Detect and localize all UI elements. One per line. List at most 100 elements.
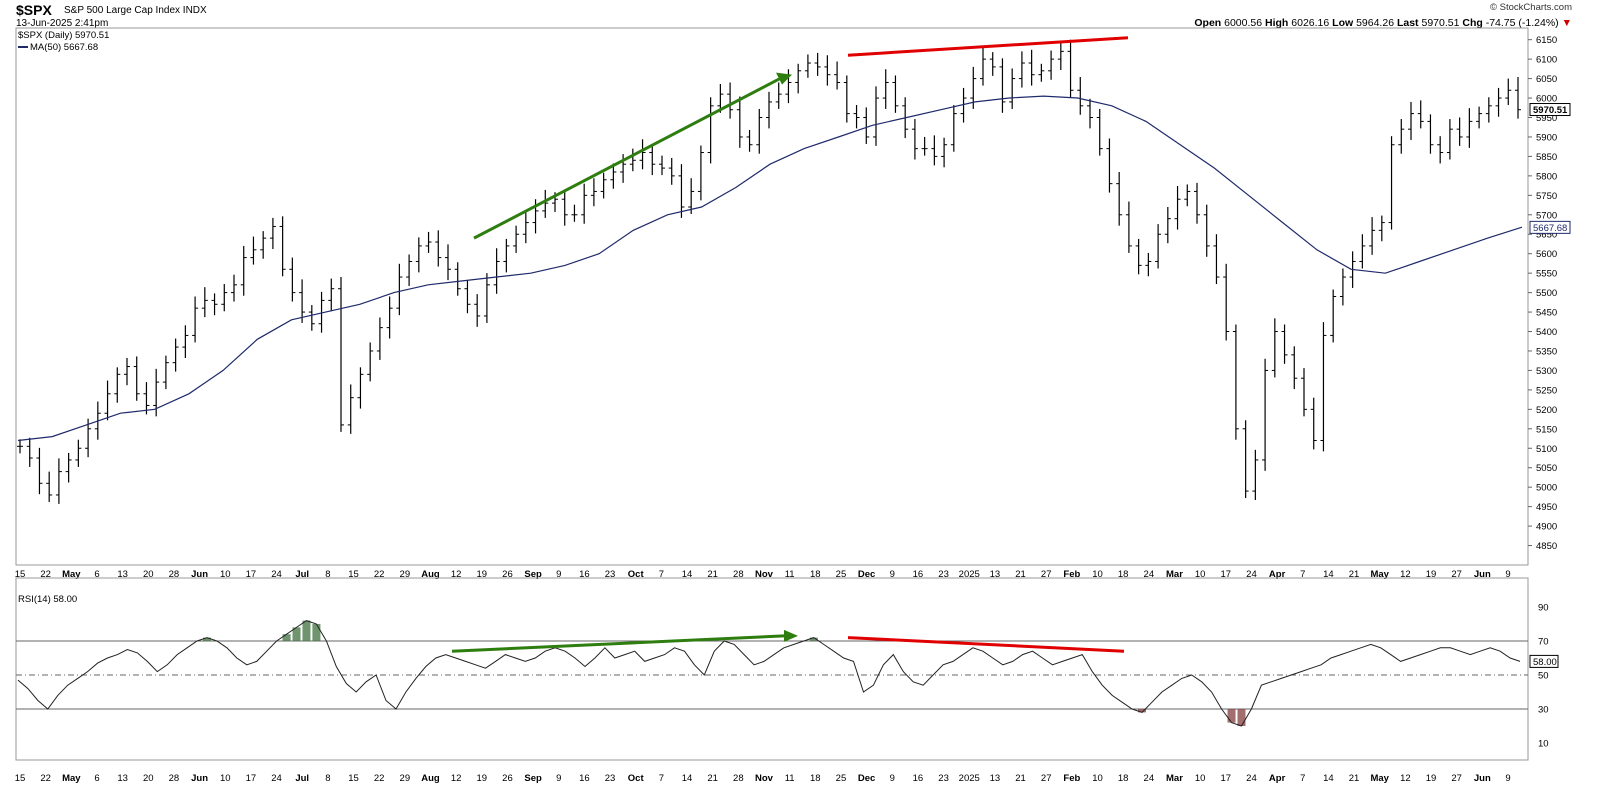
rsi-x-tick-label: May <box>1370 773 1389 784</box>
rsi-x-tick-label: 17 <box>1221 773 1232 784</box>
price-x-tick-label: 24 <box>1246 569 1257 580</box>
price-x-tick-label: 18 <box>810 569 821 580</box>
ticker-symbol: $SPX <box>16 2 52 18</box>
bull-arrow-head <box>776 72 792 85</box>
price-y-tick-label: 5300 <box>1536 366 1557 377</box>
price-x-tick-label: 6 <box>94 569 99 580</box>
rsi-x-tick-label: 27 <box>1451 773 1462 784</box>
chart-date: 13-Jun-2025 2:41pm <box>16 18 109 29</box>
price-x-tick-label: 23 <box>605 569 616 580</box>
price-y-tick-label: 6050 <box>1536 74 1557 85</box>
rsi-bull-trend-arrow <box>451 634 785 653</box>
price-x-tick-label: Sep <box>524 569 542 580</box>
rsi-y-tick-label: 90 <box>1538 603 1549 614</box>
watermark: © StockCharts.com <box>1490 2 1572 13</box>
price-y-tick-label: 5500 <box>1536 288 1557 299</box>
low-value: 5964.26 <box>1356 17 1395 29</box>
price-y-tick-label: 5700 <box>1536 210 1557 221</box>
price-y-tick-label: 5650 <box>1536 230 1557 241</box>
price-x-tick-label: 15 <box>15 569 26 580</box>
ma-last-box <box>1529 220 1571 234</box>
price-x-tick-label: 17 <box>246 569 257 580</box>
rsi-overbought-fill <box>312 624 321 641</box>
rsi-x-tick-label: 12 <box>451 773 462 784</box>
price-x-tick-label: 28 <box>169 569 180 580</box>
price-x-tick-label: Aug <box>421 569 440 580</box>
price-y-tick-label: 5150 <box>1536 424 1557 435</box>
price-x-tick-label: 22 <box>40 569 51 580</box>
bull-trend-arrow <box>473 77 781 240</box>
price-x-tick-label: Jun <box>1474 569 1491 580</box>
price-y-tick-label: 6100 <box>1536 55 1557 66</box>
rsi-x-tick-label: 24 <box>1144 773 1155 784</box>
down-triangle-icon: ▼ <box>1561 17 1572 29</box>
price-x-tick-label: 24 <box>271 569 282 580</box>
rsi-x-tick-label: May <box>62 773 81 784</box>
price-x-tick-label: 7 <box>1300 569 1305 580</box>
price-x-tick-label: 27 <box>1041 569 1052 580</box>
rsi-frame <box>15 577 1529 761</box>
rsi-x-tick-label: 23 <box>605 773 616 784</box>
ticker-name: S&P 500 Large Cap Index <box>64 5 181 16</box>
price-x-tick-label: Feb <box>1063 569 1080 580</box>
price-x-tick-label: 16 <box>913 569 924 580</box>
price-x-tick-label: 8 <box>325 569 330 580</box>
rsi-x-tick-label: 2025 <box>959 773 980 784</box>
rsi-legend-text: RSI(14) 58.00 <box>18 594 78 605</box>
rsi-x-tick-label: 8 <box>325 773 330 784</box>
ma-swatch <box>18 46 28 49</box>
price-y-tick-label: 5850 <box>1536 152 1557 163</box>
rsi-overbought-fill <box>292 627 301 641</box>
rsi-x-tick-label: 21 <box>707 773 718 784</box>
price-y-tick-label: 5750 <box>1536 191 1557 202</box>
rsi-x-tick-label: 21 <box>1015 773 1026 784</box>
rsi-x-tick-label: 15 <box>15 773 26 784</box>
rsi-x-tick-label: 23 <box>938 773 949 784</box>
price-x-tick-label: 9 <box>1505 569 1510 580</box>
rsi-x-tick-label: 21 <box>1349 773 1360 784</box>
rsi-x-tick-label: Aug <box>421 773 440 784</box>
rsi-x-tick-label: 25 <box>836 773 847 784</box>
price-legend: $SPX (Daily) 5970.51 <box>18 30 109 41</box>
price-y-tick-label: 5100 <box>1536 444 1557 455</box>
price-x-tick-label: 27 <box>1451 569 1462 580</box>
price-x-tick-label: 22 <box>374 569 385 580</box>
price-x-tick-label: 17 <box>1221 569 1232 580</box>
resistance-trend-line <box>847 36 1129 57</box>
rsi-bull-arrow-head <box>784 629 798 642</box>
price-x-tick-label: 15 <box>348 569 359 580</box>
rsi-x-tick-label: 19 <box>1426 773 1437 784</box>
price-x-tick-label: Jun <box>191 569 208 580</box>
price-y-tick-label: 5050 <box>1536 463 1557 474</box>
rsi-x-tick-label: 10 <box>220 773 231 784</box>
price-x-tick-label: 26 <box>502 569 513 580</box>
price-x-tick-label: May <box>62 569 81 580</box>
price-y-tick-label: 5400 <box>1536 327 1557 338</box>
price-x-tick-label: 13 <box>990 569 1001 580</box>
price-y-tick-label: 4900 <box>1536 522 1557 533</box>
ohlc-readout: Open 6000.56 High 6026.16 Low 5964.26 La… <box>1194 17 1572 29</box>
rsi-last-label: 58.00 <box>1533 657 1557 668</box>
rsi-x-tick-label: 16 <box>913 773 924 784</box>
price-x-tick-label: 16 <box>579 569 590 580</box>
chg-value: -74.75 (-1.24%) <box>1485 17 1559 29</box>
rsi-x-tick-label: 26 <box>502 773 513 784</box>
price-legend-text: $SPX (Daily) 5970.51 <box>18 30 110 41</box>
price-x-tick-label: 20 <box>143 569 154 580</box>
price-x-tick-label: 10 <box>1195 569 1206 580</box>
ma-legend-text: MA(50) 5667.68 <box>30 42 99 53</box>
rsi-x-tick-label: Mar <box>1166 773 1183 784</box>
rsi-x-tick-label: 19 <box>477 773 488 784</box>
price-y-tick-label: 5250 <box>1536 385 1557 396</box>
ticker-exchange: INDX <box>182 5 207 16</box>
price-x-tick-label: 13 <box>117 569 128 580</box>
rsi-x-tick-label: 22 <box>40 773 51 784</box>
rsi-x-tick-label: Jul <box>295 773 309 784</box>
rsi-oversold-fill <box>1237 709 1246 726</box>
rsi-x-tick-label: 13 <box>990 773 1001 784</box>
rsi-last-box <box>1529 654 1559 668</box>
ma50-line <box>17 95 1523 442</box>
price-x-tick-label: 2025 <box>959 569 980 580</box>
price-x-tick-label: Jul <box>295 569 309 580</box>
price-y-tick-label: 5950 <box>1536 113 1557 124</box>
